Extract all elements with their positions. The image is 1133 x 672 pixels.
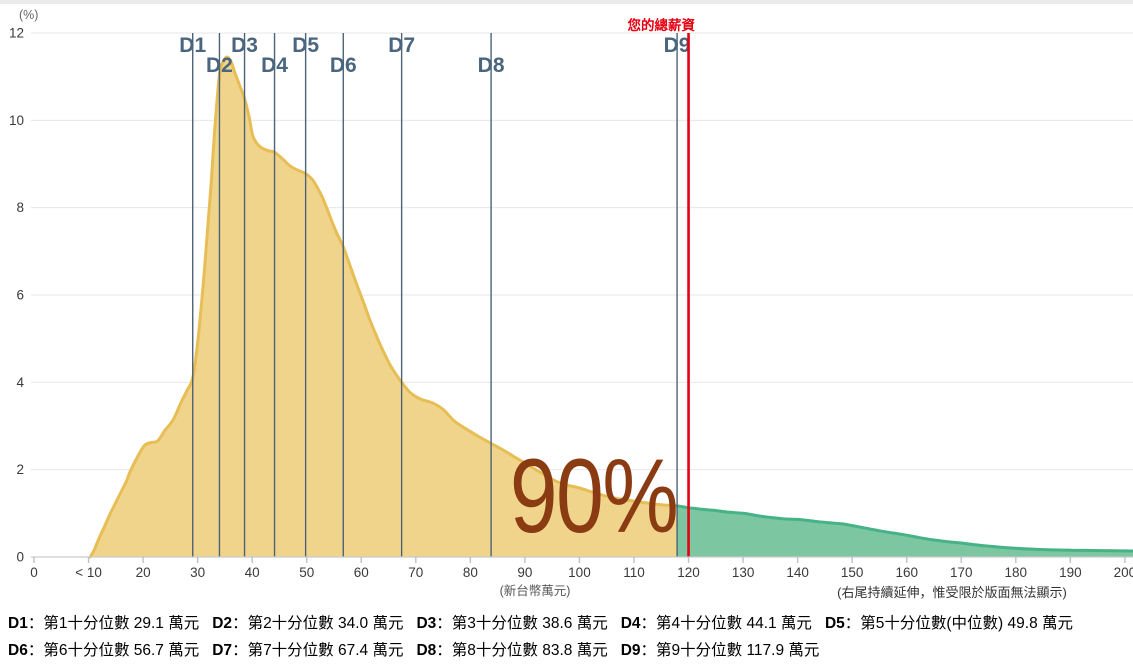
x-tick-label: 110 [623,565,645,580]
x-tick-label: 40 [245,565,260,580]
x-tick-label: 80 [463,565,478,580]
legend-text-D3: ：第3十分位數 38.6 萬元 [436,615,608,632]
y-tick-label: 12 [9,25,24,40]
legend-key-D4: D4 [620,615,641,632]
right-tail-note: (右尾持續延伸，惟受限於版面無法顯示) [837,585,1067,600]
decile-label-D5: D5 [292,34,319,57]
x-tick-label: 190 [1059,565,1082,580]
legend-entry-D1: D1：第1十分位數 29.1 萬元 [8,615,199,632]
y-tick-label: 0 [16,550,24,565]
decile-label-D6: D6 [330,54,357,77]
y-tick-label: 6 [16,287,24,302]
your-salary-marker-label: 您的總薪資 [628,17,696,33]
x-tick-label: 120 [677,565,700,580]
legend-key-D9: D9 [620,642,641,659]
x-tick-label: 0 [30,565,38,580]
x-tick-label: 60 [354,565,369,580]
legend-key-D6: D6 [8,642,28,659]
decile-label-D9: D9 [664,34,691,57]
legend-key-D8: D8 [416,642,437,659]
x-tick-label: 200 [1114,565,1133,580]
legend-text-D2: ：第2十分位數 34.0 萬元 [232,615,404,632]
legend-key-D3: D3 [416,615,437,632]
y-tick-label: 8 [16,200,24,215]
x-tick-label: 160 [895,565,918,580]
legend-entry-D4: D4：第4十分位數 44.1 萬元 [621,615,812,632]
decile-label-D2: D2 [206,54,233,77]
legend-key-D1: D1 [8,615,28,632]
legend-text-D1: ：第1十分位數 29.1 萬元 [27,615,200,632]
decile-label-D1: D1 [179,34,206,57]
decile-legend-line-2: D6：第6十分位數 56.7 萬元 D7：第7十分位數 67.4 萬元 D8：第8十… [8,637,1128,664]
legend-text-D6: ：第6十分位數 56.7 萬元 [27,642,200,659]
top-edge-strip [0,0,1133,4]
decile-legend-line-1: D1：第1十分位數 29.1 萬元 D2：第2十分位數 34.0 萬元 D3：第3十… [8,610,1128,637]
decile-label-D8: D8 [478,54,505,77]
legend-entry-D3: D3：第3十分位數 38.6 萬元 [416,615,607,632]
x-tick-label: 170 [950,565,973,580]
legend-text-D4: ：第4十分位數 44.1 萬元 [640,615,812,632]
above-90th-percentile-tail-area-fill [677,505,1133,557]
legend-entry-D8: D8：第8十分位數 83.8 萬元 [416,642,607,659]
x-tick-label: 50 [299,565,314,580]
x-tick-label: < 10 [75,565,102,580]
y-tick-label: 4 [16,375,24,390]
y-tick-label: 2 [16,462,24,477]
legend-entry-D9: D9：第9十分位數 117.9 萬元 [621,642,820,659]
below-90th-percentile-area-fill [90,57,678,557]
y-tick-label: 10 [9,113,24,128]
x-tick-label: 70 [408,565,423,580]
percentile-90-overlay-text: 90% [509,438,679,555]
x-tick-label: 130 [732,565,755,580]
above-90th-percentile-tail-area-line [675,504,1133,553]
legend-entry-D2: D2：第2十分位數 34.0 萬元 [212,615,403,632]
y-axis-unit-label: (%) [19,8,38,22]
legend-text-D9: ：第9十分位數 117.9 萬元 [640,642,820,659]
legend-text-D8: ：第8十分位數 83.8 萬元 [436,642,608,659]
legend-text-D7: ：第7十分位數 67.4 萬元 [232,642,404,659]
x-tick-label: 30 [190,565,205,580]
axes-group: 0 < 10 20 30 40 50 60 70 80 90 100 110 120 130 140 150 1… [9,25,1133,580]
legend-entry-D6: D6：第6十分位數 56.7 萬元 [8,642,199,659]
x-tick-label: 20 [136,565,151,580]
legend-key-D7: D7 [212,642,233,659]
x-tick-label: 90 [517,565,532,580]
legend-entry-D5: D5：第5十分位數(中位數) 49.8 萬元 [825,615,1073,632]
legend-text-D5: ：第5十分位數(中位數) 49.8 萬元 [844,615,1073,632]
x-tick-label: 150 [841,565,864,580]
x-tick-label: 100 [568,565,591,580]
legend-key-D2: D2 [212,615,233,632]
area-series-group [88,55,1133,559]
x-tick-label: 140 [786,565,809,580]
x-axis-unit-label: (新台幣萬元) [500,583,571,598]
legend-key-D5: D5 [824,615,845,632]
legend-entry-D7: D7：第7十分位數 67.4 萬元 [212,642,403,659]
below-90th-percentile-area-line [88,55,679,559]
decile-label-D3: D3 [231,34,258,57]
x-tick-label: 180 [1005,565,1028,580]
decile-legend: D1：第1十分位數 29.1 萬元 D2：第2十分位數 34.0 萬元 D3：第3十… [8,610,1128,664]
decile-label-D7: D7 [388,34,415,57]
decile-label-D4: D4 [261,54,288,77]
